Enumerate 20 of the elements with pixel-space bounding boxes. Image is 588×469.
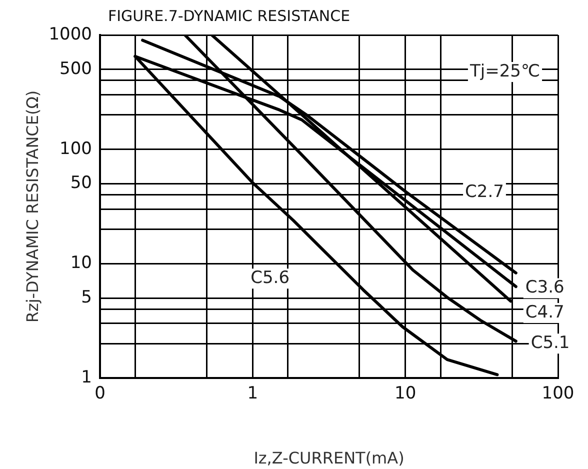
annotation: C5.6	[250, 268, 290, 288]
annotation: C3.6	[525, 278, 564, 298]
annotation: C4.7	[525, 302, 564, 322]
x-tick-label: 1	[247, 384, 258, 404]
x-tick-label: 10	[394, 384, 416, 404]
y-axis-title: Rzj-DYNAMIC RESISTANCE(Ω)	[22, 90, 42, 323]
y-tick-label: 1	[81, 367, 92, 388]
y-tick-label: 500	[60, 58, 92, 79]
x-axis-title: Iz,Z-CURRENT(mA)	[254, 448, 404, 468]
y-tick-label: 10	[70, 253, 92, 274]
chart-title: FIGURE.7-DYNAMIC RESISTANCE	[108, 6, 350, 25]
y-tick-label: 1000	[48, 24, 92, 44]
annotation: C5.1	[530, 333, 570, 354]
x-tick-label: 0	[94, 384, 106, 404]
x-tick-label: 100	[542, 384, 574, 404]
y-tick-label: 5	[81, 288, 92, 308]
y-tick-label: 50	[70, 173, 92, 194]
annotation: C2.7	[465, 182, 504, 202]
y-tick-label: 100	[60, 138, 92, 159]
annotation: Tj=25℃	[468, 61, 540, 82]
